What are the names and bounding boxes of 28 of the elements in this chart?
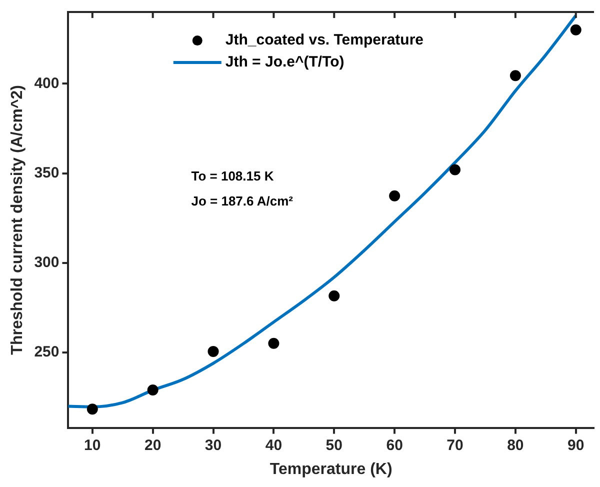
y-tick-label: 250: [34, 344, 60, 361]
point: [208, 346, 219, 357]
y-tick-label: 300: [34, 254, 60, 272]
annotation: To = 108.15 K: [191, 168, 274, 184]
point: [147, 384, 158, 396]
point: [570, 24, 582, 36]
point: [450, 164, 461, 176]
legend-label: Jth = Jo.e^(T/To): [225, 54, 344, 71]
point: [86, 404, 98, 415]
x-tick-label: 90: [568, 436, 584, 454]
y-tick-label: 350: [34, 164, 60, 182]
legend-label: Jth_coated vs. Temperature: [225, 32, 424, 49]
x-tick-label: 30: [204, 436, 222, 454]
x-tick-label: 70: [446, 436, 464, 454]
point: [389, 190, 400, 202]
x-tick-label: 50: [326, 436, 342, 454]
x-tick-label: 60: [386, 436, 403, 454]
x-tick-label: 20: [144, 436, 162, 454]
point: [328, 290, 340, 302]
point: [510, 70, 521, 82]
annotation: Jo = 187.6 A/cm²: [191, 194, 294, 209]
point: [268, 338, 280, 349]
x-axis-title: Temperature (K): [270, 460, 392, 478]
x-tick-label: 40: [265, 436, 282, 454]
x-tick-label: 80: [507, 436, 524, 454]
y-axis-title: Threshold current density (A/cm^2): [9, 84, 26, 355]
y-tick-label: 400: [34, 74, 60, 92]
x-tick-label: 10: [84, 436, 101, 454]
